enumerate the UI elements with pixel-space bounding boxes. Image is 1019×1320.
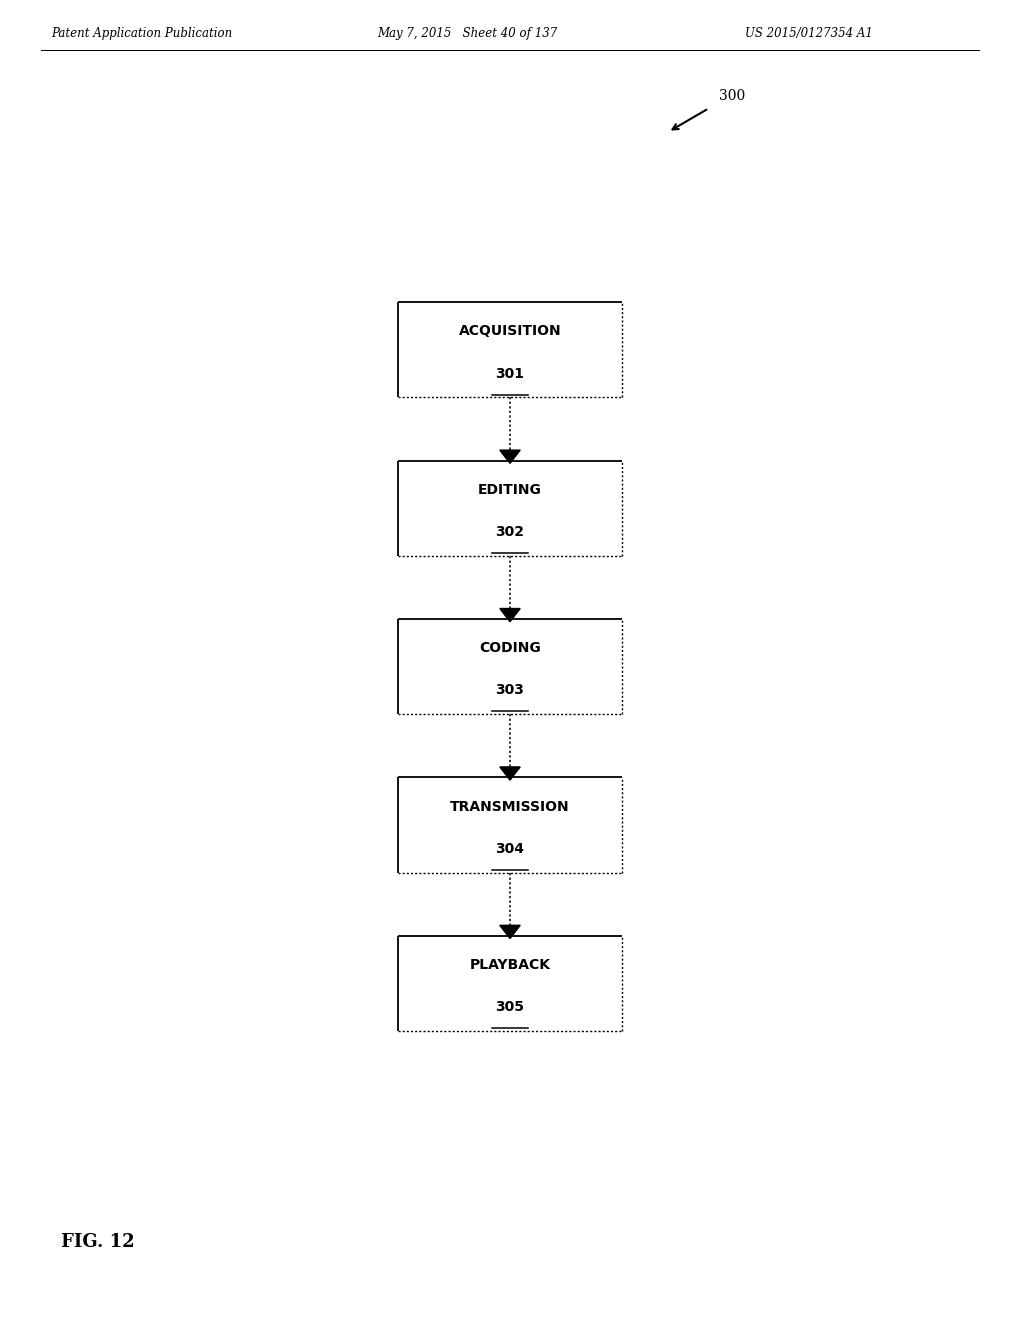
Polygon shape [499,925,520,939]
Text: 303: 303 [495,684,524,697]
Text: PLAYBACK: PLAYBACK [469,958,550,972]
Polygon shape [499,767,520,780]
Text: CODING: CODING [479,642,540,655]
Text: EDITING: EDITING [478,483,541,496]
Text: ACQUISITION: ACQUISITION [459,325,560,338]
Text: Patent Application Publication: Patent Application Publication [51,26,232,40]
Text: 300: 300 [718,88,745,103]
Text: 301: 301 [495,367,524,380]
Text: May 7, 2015   Sheet 40 of 137: May 7, 2015 Sheet 40 of 137 [377,26,557,40]
Text: US 2015/0127354 A1: US 2015/0127354 A1 [744,26,871,40]
Polygon shape [499,609,520,622]
Text: 302: 302 [495,525,524,539]
Polygon shape [499,450,520,463]
Text: 305: 305 [495,1001,524,1014]
Text: TRANSMISSION: TRANSMISSION [449,800,570,813]
Text: 304: 304 [495,842,524,855]
Text: FIG. 12: FIG. 12 [61,1233,135,1251]
